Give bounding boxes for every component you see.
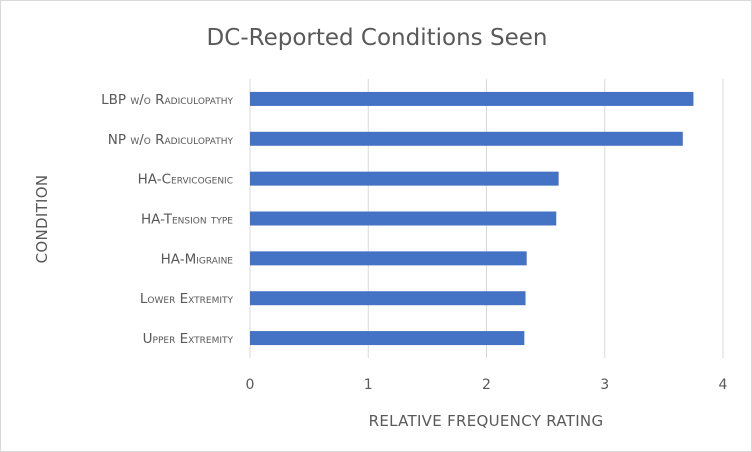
bar xyxy=(250,131,683,146)
x-tick-label: 2 xyxy=(482,377,491,393)
x-tick-label: 1 xyxy=(364,377,373,393)
bars xyxy=(250,91,694,346)
category-label: Lower Extremity xyxy=(140,291,234,307)
category-label: Upper Extremity xyxy=(143,331,234,347)
category-label: NP w/o Radiculopathy xyxy=(108,132,234,148)
bar xyxy=(250,251,527,266)
category-label: HA-Cervicogenic xyxy=(138,172,233,188)
x-axis-title: RELATIVE FREQUENCY RATING xyxy=(369,412,604,430)
chart-title: DC-Reported Conditions Seen xyxy=(207,25,548,51)
category-label: LBP w/o Radiculopathy xyxy=(101,92,233,108)
category-label: HA-Tension type xyxy=(141,212,233,228)
bar xyxy=(250,171,559,186)
category-labels: LBP w/o Radiculopathy NP w/o Radiculopath… xyxy=(101,92,233,347)
y-axis-title: CONDITION xyxy=(33,175,51,264)
bar xyxy=(250,331,525,346)
bar xyxy=(250,211,557,226)
category-label: HA-Migraine xyxy=(161,251,234,267)
x-tick-label: 4 xyxy=(719,377,728,393)
bar xyxy=(250,291,526,306)
x-tick-label: 0 xyxy=(246,377,255,393)
x-tick-label: 3 xyxy=(600,377,609,393)
bar xyxy=(250,91,694,106)
x-tick-labels: 0 1 2 3 4 xyxy=(246,377,728,393)
